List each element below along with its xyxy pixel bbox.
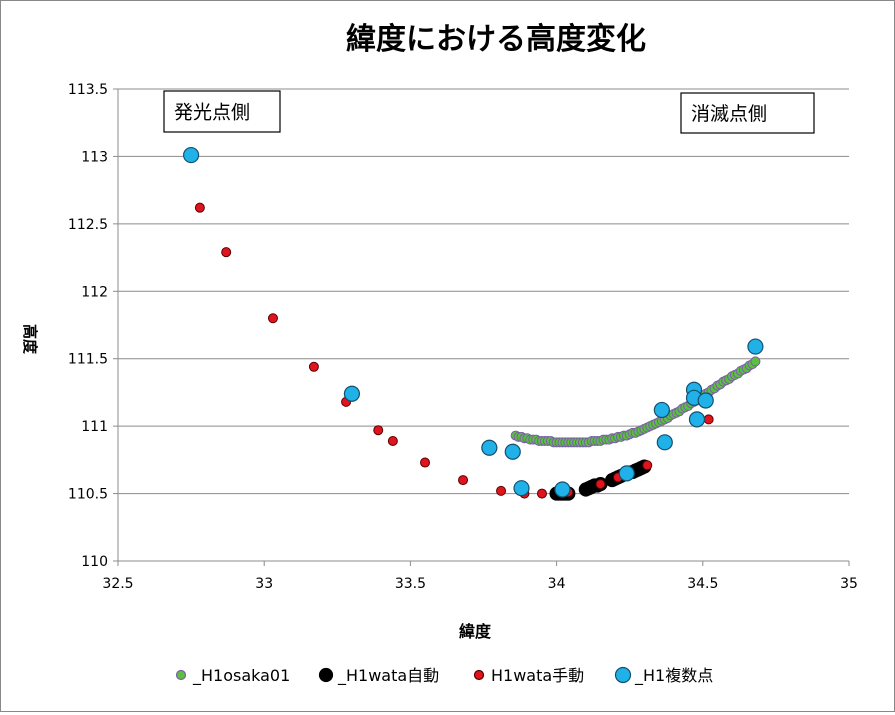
legend-label: _H1複数点 xyxy=(634,666,713,686)
legend-label: _H1wata自動 xyxy=(337,666,439,686)
legend-label: _H1osaka01 xyxy=(192,666,290,686)
annotation-label: 発光点側 xyxy=(174,102,250,124)
data-point xyxy=(373,425,384,436)
axes xyxy=(113,88,850,566)
y-tick-label: 113.5 xyxy=(68,82,108,98)
data-point xyxy=(656,434,673,451)
y-axis-label: 高度 xyxy=(21,324,39,355)
x-tick-label: 35 xyxy=(840,576,858,592)
data-point xyxy=(496,485,507,496)
data-point xyxy=(267,313,278,324)
data-point xyxy=(458,475,469,486)
gridlines xyxy=(118,88,849,495)
data-point xyxy=(688,411,706,428)
data-point xyxy=(536,488,547,499)
y-tick-label: 111 xyxy=(81,419,108,435)
data-point xyxy=(387,435,398,446)
x-tick-label: 34 xyxy=(548,576,566,592)
data-point xyxy=(703,414,714,425)
legend-marker xyxy=(614,666,632,684)
legend-marker xyxy=(318,667,334,683)
legend: _H1osaka01 _H1wata自動 H1wata手動 _H1複数点 xyxy=(175,666,713,686)
data-point xyxy=(504,443,521,460)
chart-title: 緯度における高度変化 xyxy=(346,22,646,57)
series-H1wata手動 xyxy=(194,202,714,499)
data-point xyxy=(308,361,319,372)
data-points xyxy=(183,146,764,501)
tick-labels: 110 110.5 111 111.5 112 112.5 113 113.5 32.5 33 33… xyxy=(68,82,858,592)
x-tick-label: 33 xyxy=(255,576,273,592)
annotation-box xyxy=(680,92,815,134)
y-tick-label: 110.5 xyxy=(68,487,108,503)
legend-label: H1wata手動 xyxy=(491,666,584,685)
data-point xyxy=(747,338,764,355)
x-tick-label: 32.5 xyxy=(102,576,133,592)
data-point xyxy=(554,481,571,498)
data-point xyxy=(194,202,205,213)
annotation-label: 消滅点側 xyxy=(691,103,767,125)
series-_H1osaka01 xyxy=(510,356,761,448)
legend-marker xyxy=(175,669,187,681)
series-_H1複数点 xyxy=(183,146,764,498)
annotations: 発光点側 消滅点側 xyxy=(163,90,815,134)
data-point xyxy=(697,392,714,409)
data-point xyxy=(481,439,498,456)
data-point xyxy=(642,460,653,471)
data-point xyxy=(221,247,232,258)
data-point xyxy=(750,356,761,367)
data-point xyxy=(653,401,670,419)
y-tick-label: 113 xyxy=(81,149,108,165)
x-tick-label: 34.5 xyxy=(687,576,718,592)
data-point xyxy=(618,465,635,482)
x-axis-label: 緯度 xyxy=(459,622,492,641)
legend-marker xyxy=(473,669,485,681)
y-tick-label: 112 xyxy=(81,284,108,300)
y-tick-label: 111.5 xyxy=(68,352,108,368)
data-point xyxy=(513,480,530,497)
y-tick-label: 110 xyxy=(81,554,108,570)
y-tick-label: 112.5 xyxy=(68,217,108,233)
data-point xyxy=(183,146,200,164)
data-point xyxy=(420,457,431,468)
data-point xyxy=(343,385,361,402)
annotation-box xyxy=(163,90,281,133)
x-tick-label: 33.5 xyxy=(395,576,426,592)
data-point xyxy=(595,479,606,490)
